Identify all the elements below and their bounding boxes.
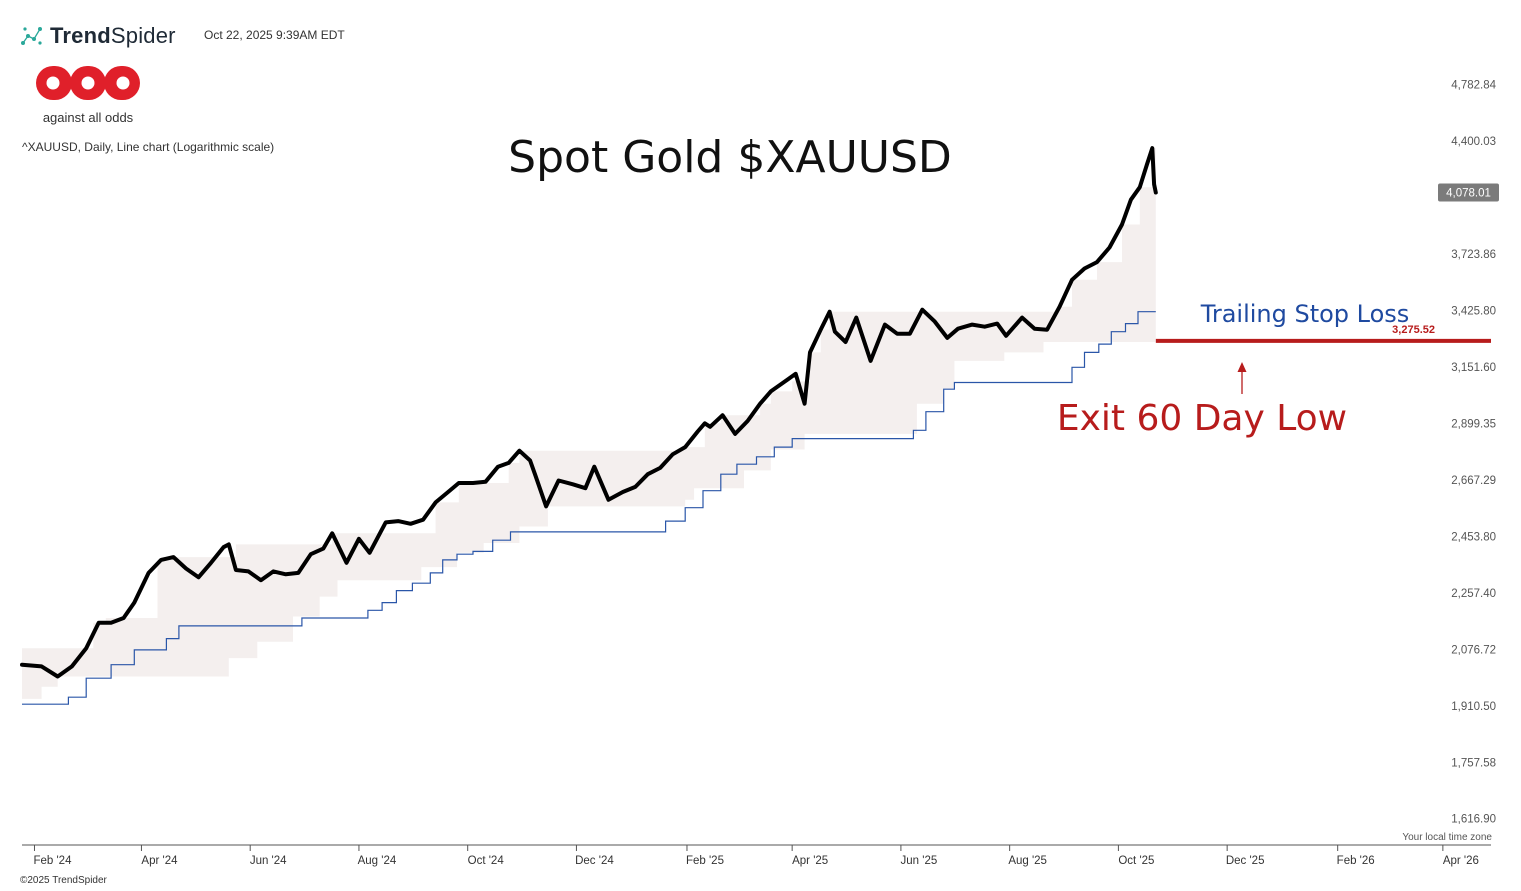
y-tick-label: 1,910.50 [1451,701,1496,713]
last-price-badge [1438,183,1499,202]
trailing-stop-layer [22,311,1156,705]
x-tick-label: Dec '25 [1226,855,1265,867]
y-tick-label: 3,151.60 [1451,362,1496,374]
chart-timestamp: Oct 22, 2025 9:39AM EDT [204,28,345,42]
x-tick-label: Aug '25 [1008,855,1047,867]
x-tick-label: Apr '25 [792,855,828,867]
stop-level-label: 3,275.52 [1392,324,1435,336]
trailing-stop-line [22,311,1156,705]
x-tick-label: Dec '24 [575,855,614,867]
x-tick-label: Apr '24 [141,855,178,867]
channel-band-area [22,148,1156,699]
price-line [20,146,1158,679]
y-axis: 4,782.84 4,400.03 3,723.86 3,425.80 3,151.60… [1438,80,1499,826]
x-tick-label: Jun '25 [901,855,938,867]
y-tick-label: 1,616.90 [1451,814,1496,826]
last-price-label: 4,078.01 [1446,188,1491,200]
x-axis: Feb '24 Apr '24 Jun '24 Aug '24 Oct '24 Dec '… [22,844,1491,867]
x-tick-label: Feb '25 [686,855,724,867]
chart-subtitle: ^XAUUSD, Daily, Line chart (Logarithmic … [22,140,275,154]
x-tick-label: Aug '24 [358,855,397,867]
timezone-note: Your local time zone [1402,832,1492,843]
x-tick-label: Apr '26 [1443,855,1479,867]
aao-logo-icon [36,66,140,100]
stop-level-layer: 3,275.52 [1155,324,1491,343]
annotations: Trailing Stop Loss Exit 60 Day Low [1057,300,1409,439]
x-tick-label: Jun '24 [250,855,287,867]
brand-name-bold: Trend [50,23,111,48]
y-tick-label: 1,757.58 [1451,757,1496,769]
x-tick-label: Feb '24 [33,855,72,867]
against-all-odds-logo: against all odds [36,66,140,125]
exit-rule-label: Exit 60 Day Low [1057,398,1347,439]
y-tick-label: 2,076.72 [1451,644,1496,656]
y-tick-label: 4,400.03 [1451,136,1496,148]
exit-arrow-head [1237,362,1247,372]
x-tick-label: Feb '26 [1337,855,1375,867]
copyright: ©2025 TrendSpider [20,875,107,886]
x-tick-label: Oct '25 [1118,855,1154,867]
y-tick-label: 2,257.40 [1451,588,1496,600]
trailing-stop-label: Trailing Stop Loss [1200,300,1410,328]
channel-band [22,148,1156,699]
trendspider-brand: TrendSpider [20,22,176,50]
y-tick-label: 2,899.35 [1451,418,1496,430]
chart-title: Spot Gold $XAUUSD [508,132,952,183]
y-tick-label: 3,425.80 [1451,306,1496,318]
brand-name-light: Spider [110,23,176,48]
logo-caption: against all odds [42,110,134,125]
y-tick-label: 4,782.84 [1451,80,1496,92]
x-tick-label: Oct '24 [468,855,505,867]
brand-name: TrendSpider [50,23,176,49]
y-tick-label: 3,723.86 [1451,249,1496,261]
trendspider-logo-icon [21,27,42,45]
y-tick-label: 2,667.29 [1451,475,1496,487]
y-tick-label: 2,453.80 [1451,531,1496,543]
price-layer [20,146,1158,679]
